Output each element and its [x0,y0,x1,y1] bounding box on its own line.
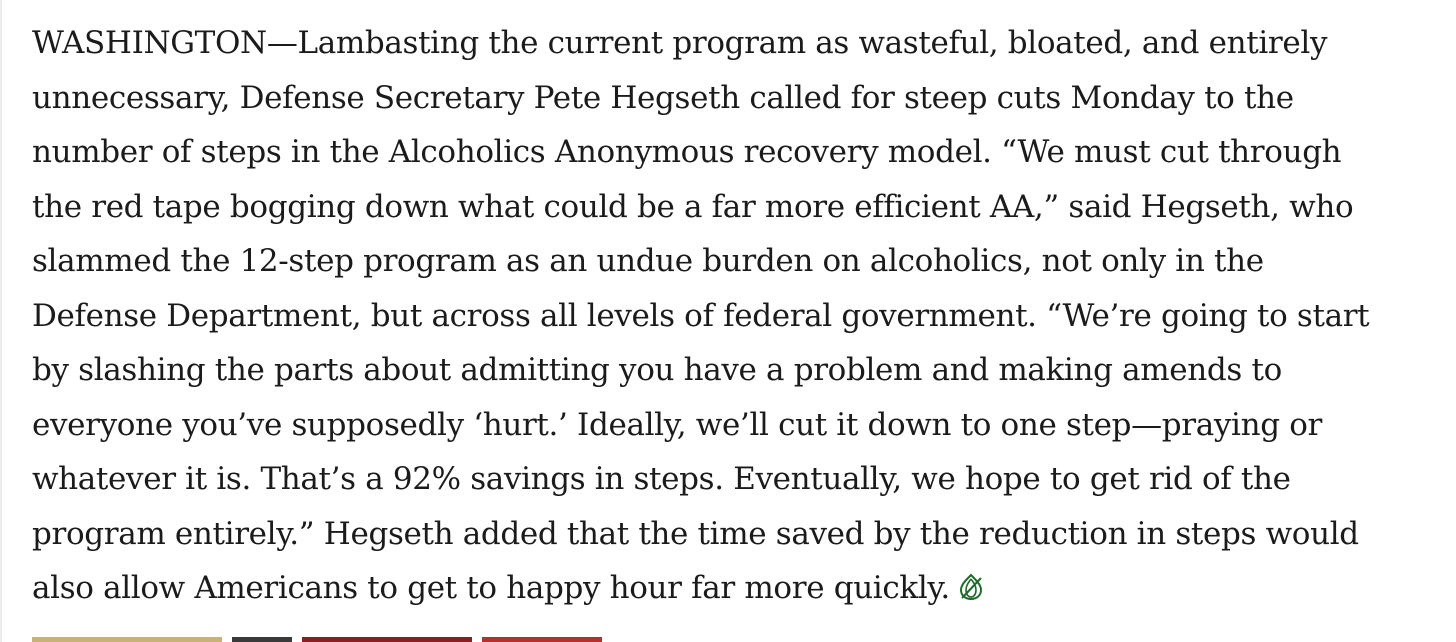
article-line-1: WASHINGTON—Lambasting the current progra… [32,25,1328,61]
article-line-2: unnecessary, Defense Secretary Pete Hegs… [32,79,1294,116]
strip-segment-2 [232,637,292,642]
article-line-11: also allow Americans to get to happy hou… [32,561,1432,616]
article-line-6: Defense Department, but across all level… [32,297,1370,334]
article-line-10: program entirely.” Hegseth added that th… [32,515,1359,552]
article-body: WASHINGTON—Lambasting the current progra… [32,16,1432,616]
article-line-4: the red tape bogging down what could be … [32,188,1354,225]
next-image-strip [32,637,612,642]
onion-logo-icon [956,565,986,601]
article-line-3: number of steps in the Alcoholics Anonym… [32,134,1342,170]
article-line-9: whatever it is. That’s a 92% savings in … [32,461,1291,497]
article-line-11-text: also allow Americans to get to happy hou… [32,570,950,606]
article-line-7: by slashing the parts about admitting yo… [32,352,1282,388]
article-line-8: everyone you’ve supposedly ‘hurt.’ Ideal… [32,406,1322,443]
article-line-5: slammed the 12-step program as an undue … [32,243,1264,279]
strip-segment-1 [32,637,222,642]
strip-segment-4 [482,637,602,642]
strip-segment-3 [302,637,472,642]
